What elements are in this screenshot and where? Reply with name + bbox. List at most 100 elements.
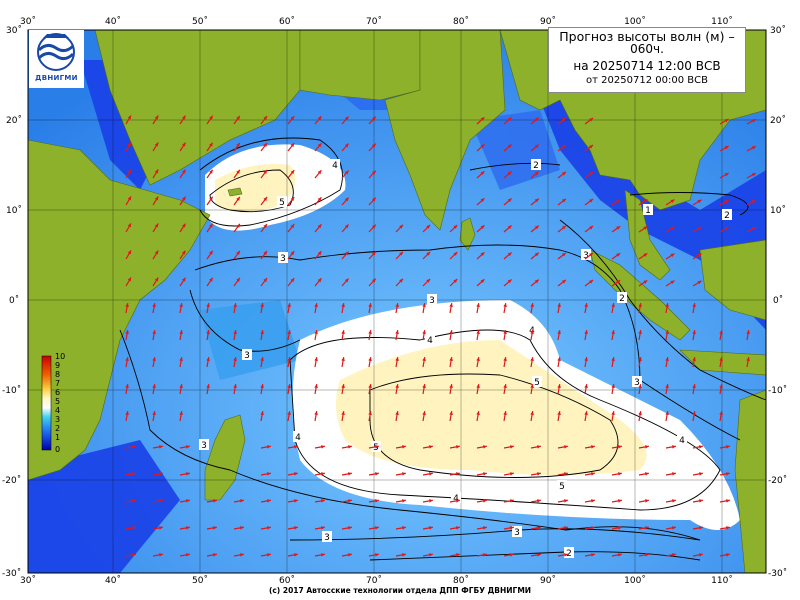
wave-arrow-head: [321, 553, 325, 557]
wave-arrow-head: [402, 499, 406, 503]
wave-arrow-head: [480, 117, 485, 122]
wave-arrow-head: [591, 526, 595, 530]
wave-arrow-head: [372, 170, 376, 175]
wave-arrow-head: [638, 411, 642, 415]
contour-label: 3: [583, 251, 589, 261]
wave-arrow-head: [125, 411, 129, 415]
latitude-labels: 30˚ 20˚ 10˚ 0˚ -10˚ -20˚ -30˚ 30˚ 20˚ 10…: [2, 25, 787, 579]
wave-arrow-head: [317, 170, 322, 175]
wave-arrow-head: [236, 223, 240, 228]
wave-arrow-head: [132, 499, 136, 503]
wave-arrow-head: [557, 303, 561, 307]
wave-arrow-head: [429, 553, 433, 557]
wave-arrow-head: [616, 226, 621, 230]
wave-arrow-head: [209, 115, 213, 120]
wave-arrow-head: [181, 223, 186, 228]
wave-arrow-head: [510, 472, 514, 476]
wave-arrow-head: [534, 144, 539, 149]
wave-arrow-head: [589, 118, 594, 122]
lat-label: -20˚: [768, 475, 787, 486]
wave-arrow-head: [672, 499, 676, 503]
wave-arrow-head: [186, 445, 190, 449]
wave-arrow-head: [348, 472, 352, 476]
wave-arrow-head: [616, 199, 621, 203]
lon-label: 30˚: [20, 575, 36, 586]
wave-arrow-head: [616, 253, 621, 257]
wave-arrow-head: [263, 170, 268, 174]
contour-label: 3: [514, 528, 520, 538]
wave-arrow-head: [665, 411, 669, 415]
wave-arrow-head: [344, 197, 349, 202]
wave-arrow-head: [561, 171, 566, 176]
wave-arrow-head: [697, 226, 702, 231]
wave-arrow-head: [399, 251, 403, 256]
wave-arrow-head: [422, 330, 426, 334]
wave-arrow-head: [456, 445, 460, 449]
wave-arrow-head: [372, 143, 376, 148]
contour-label: 5: [534, 378, 540, 388]
wave-arrow-head: [206, 303, 210, 307]
wave-arrow-head: [726, 553, 730, 557]
wave-arrow-head: [348, 526, 352, 530]
colorbar-label: 8: [55, 370, 60, 379]
wave-arrow-head: [314, 330, 318, 334]
lat-label: 20˚: [770, 115, 786, 126]
contour-label: 4: [427, 336, 433, 346]
wave-arrow-head: [453, 252, 458, 256]
wave-arrow-head: [375, 553, 379, 557]
wave-arrow-head: [534, 171, 539, 176]
lat-label: 0˚: [9, 295, 19, 306]
wave-arrow-head: [672, 472, 676, 476]
contour-label: 3: [634, 378, 640, 388]
wave-arrow-head: [645, 472, 649, 476]
contour-label: 5: [279, 198, 285, 208]
wave-arrow-head: [399, 224, 403, 229]
lon-label: 90˚: [540, 575, 556, 586]
wave-arrow-head: [618, 445, 622, 449]
wave-arrow-head: [263, 224, 268, 228]
lat-label: 10˚: [770, 205, 786, 216]
high-wave-zones: [205, 144, 740, 530]
lon-label: 90˚: [540, 16, 556, 27]
lat-label: -20˚: [2, 475, 21, 486]
forecast-base-time: от 20250712 00:00 ВСВ: [586, 75, 708, 86]
wave-arrow-head: [159, 526, 163, 530]
wave-arrow-head: [643, 280, 648, 284]
wave-arrow-head: [152, 411, 156, 415]
wave-arrow-head: [483, 553, 487, 557]
wave-arrow-head: [611, 330, 615, 334]
wave-arrow-head: [719, 357, 723, 361]
wave-arrow-head: [267, 499, 271, 503]
wave-arrow-head: [209, 277, 213, 282]
wave-arrow-head: [186, 526, 190, 530]
wave-arrow-head: [429, 526, 433, 530]
wave-arrow-head: [260, 411, 264, 415]
wave-arrow-head: [132, 445, 136, 449]
wave-arrow-head: [611, 384, 615, 388]
wave-arrow-head: [746, 357, 750, 361]
wave-arrow-head: [154, 115, 159, 120]
wave-arrow-head: [480, 252, 485, 257]
wave-arrow-head: [368, 384, 372, 388]
wave-arrow-head: [510, 526, 514, 530]
contour-label: 3: [201, 441, 207, 451]
wave-arrow-head: [453, 279, 458, 283]
lon-label: 80˚: [453, 575, 469, 586]
colorbar: [41, 355, 52, 451]
wave-arrow-head: [422, 384, 426, 388]
wave-arrow-head: [480, 225, 485, 230]
wave-arrow-head: [290, 143, 295, 148]
wave-arrow-head: [179, 330, 183, 334]
wave-arrow-head: [697, 280, 702, 285]
wave-arrow-head: [181, 196, 186, 201]
wave-arrow-head: [584, 411, 588, 415]
wave-arrow-head: [449, 357, 453, 361]
map-border: [27, 29, 767, 574]
wave-arrow-head: [456, 472, 460, 476]
wave-arrow-head: [476, 411, 480, 415]
wave-arrow-head: [267, 472, 271, 476]
wave-arrow-head: [263, 143, 268, 147]
wave-arrow-head: [557, 357, 561, 361]
wave-arrow-head: [719, 330, 723, 334]
wave-arrow-head: [510, 499, 514, 503]
